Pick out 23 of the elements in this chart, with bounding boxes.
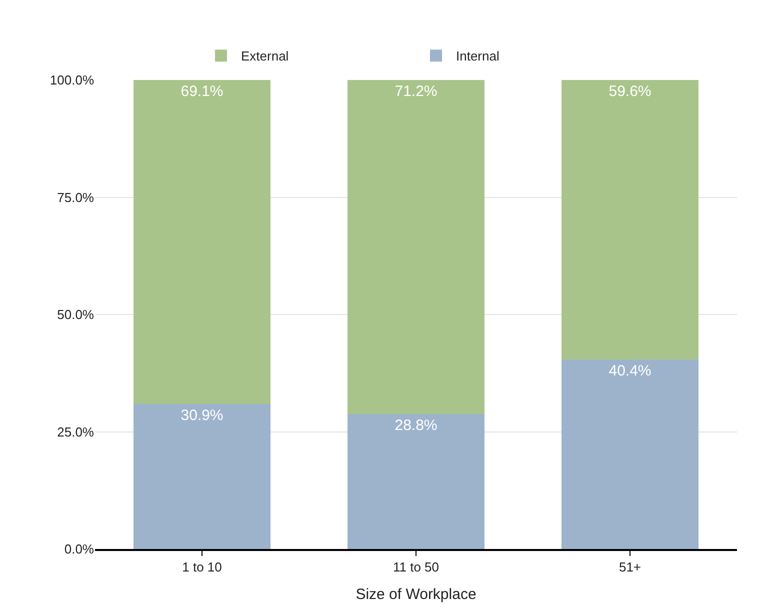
bar bbox=[562, 360, 698, 549]
y-tick-label: 75.0% bbox=[57, 190, 94, 205]
y-tick-label: 25.0% bbox=[57, 424, 94, 440]
data-label: 30.9% bbox=[180, 407, 224, 424]
bar bbox=[562, 80, 698, 360]
legend-label: Internal bbox=[456, 48, 500, 64]
data-label: 28.8% bbox=[394, 416, 438, 434]
bar bbox=[348, 80, 484, 414]
bar bbox=[134, 404, 270, 549]
data-label: 71.2% bbox=[394, 83, 438, 100]
bar bbox=[348, 414, 484, 549]
x-axis-title: Size of Workplace bbox=[356, 586, 476, 603]
data-label: 40.4% bbox=[608, 362, 652, 380]
x-tick-label: 1 to 10 bbox=[182, 559, 222, 574]
y-tick-label: 50.0% bbox=[57, 307, 94, 322]
y-tick-label: 100.0% bbox=[50, 72, 94, 88]
y-tick-label: 0.0% bbox=[64, 542, 94, 557]
x-tick-label: 11 to 50 bbox=[392, 559, 440, 574]
data-label: 69.1% bbox=[180, 83, 224, 100]
data-label: 59.6% bbox=[608, 83, 652, 100]
bar bbox=[134, 80, 270, 404]
legend-label: External bbox=[241, 48, 289, 64]
x-tick-label: 51+ bbox=[618, 559, 642, 574]
